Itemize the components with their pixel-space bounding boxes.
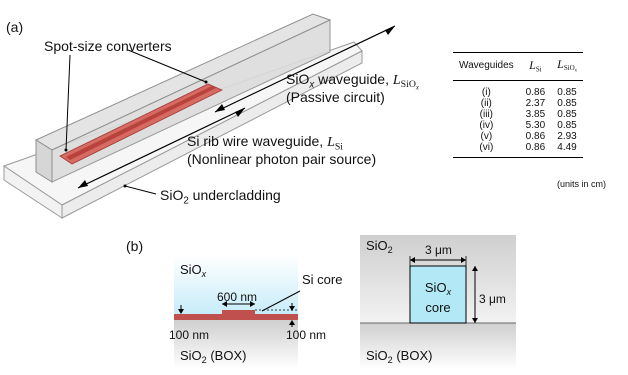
table-cell-lsi: 0.86 [525, 87, 546, 99]
table-cell-lsi: 2.37 [525, 98, 546, 110]
undercladding-label: SiO2 undercladding [160, 187, 281, 207]
si-arrow-head-b [235, 108, 245, 117]
siox-core [409, 265, 467, 324]
spot-size-leader-2 [65, 54, 71, 151]
col-waveguides: Waveguides [453, 53, 520, 82]
table-cell-lsiox: 2.93 [557, 131, 577, 143]
table-cell-lsiox: 0.85 [557, 98, 577, 110]
siox-arrow-head-b [385, 26, 395, 35]
siox-cross-section [360, 235, 516, 369]
panel-b-label: (b) [126, 238, 144, 254]
left-siox-label: SiOx [180, 262, 207, 280]
si-rib [222, 310, 255, 320]
table-cell-lsiox: 4.49 [557, 142, 577, 154]
col-lsiox: LSiOx [551, 53, 583, 82]
col-lsi: LSi [519, 53, 552, 82]
waveguide-table: Waveguides LSi LSiOx (i) 0.86 0.85 (ii) 2.37… [453, 52, 583, 159]
siox-waveguide-label: SiOx waveguide, LSiOx [286, 71, 419, 92]
si-arrow-head-a [78, 180, 88, 188]
right-thickness-label: 100 nm [286, 328, 327, 342]
table-cell-id: (i) [481, 87, 491, 99]
siox-passive-label: (Passive circuit) [286, 89, 385, 105]
si-length-arrow [77, 107, 246, 189]
core-width-label: 3 μm [425, 243, 452, 257]
table-cell-lsi: 0.86 [525, 142, 546, 154]
table-cell-id: (vi) [479, 142, 494, 154]
table-cell-id: (iii) [479, 109, 493, 121]
si-core-label: Si core [302, 272, 343, 287]
right-box-label: SiO2 (BOX) [366, 348, 433, 366]
table-cell-lsi: 3.85 [525, 109, 546, 121]
table-cell-lsi: 0.86 [525, 131, 546, 143]
table-cell-lsiox: 0.85 [557, 87, 577, 99]
si-source-label: (Nonlinear photon pair source) [187, 151, 377, 167]
left-box-label: SiO2 (BOX) [180, 348, 247, 366]
table-cell-lsi: 5.30 [525, 120, 546, 132]
spot-size-leader-1 [127, 49, 207, 83]
right-sio2-label: SiO2 [366, 238, 393, 256]
undercladding-side [61, 50, 363, 219]
table-cell-id: (v) [480, 131, 493, 143]
units-note: (units in cm) [557, 179, 607, 189]
core-label: SiOx core [424, 280, 452, 316]
left-thickness-label: 100 nm [169, 328, 210, 342]
si-waveguide-label: Si rib wire waveguide, LSi [187, 133, 344, 153]
undercladding-top [2, 41, 363, 206]
core-height-label: 3 μm [479, 292, 506, 306]
table-cell-lsiox: 0.85 [557, 120, 577, 132]
panel-a-label: (a) [6, 19, 24, 35]
spot-size-label: Spot-size converters [44, 38, 172, 54]
siox-length-arrow [214, 25, 396, 113]
table-row: (i) 0.86 0.85 [453, 81, 583, 99]
si-rib-core [66, 86, 216, 160]
table-row: (v) 0.86 2.93 [453, 131, 583, 142]
undercladding-leader [124, 185, 157, 195]
table-row: (iii) 3.85 0.85 [453, 109, 583, 120]
rib-cross-section [174, 255, 301, 369]
table-cell-id: (ii) [480, 98, 492, 110]
table-row: (ii) 2.37 0.85 [453, 98, 583, 109]
siox-arrow-head-a [215, 104, 225, 112]
rib-width-label: 600 nm [217, 290, 258, 304]
table-cell-lsiox: 0.85 [557, 109, 577, 121]
table-cell-id: (iv) [479, 120, 494, 132]
table-row: (iv) 5.30 0.85 [453, 120, 583, 131]
table-row: (vi) 0.86 4.49 [453, 142, 583, 157]
